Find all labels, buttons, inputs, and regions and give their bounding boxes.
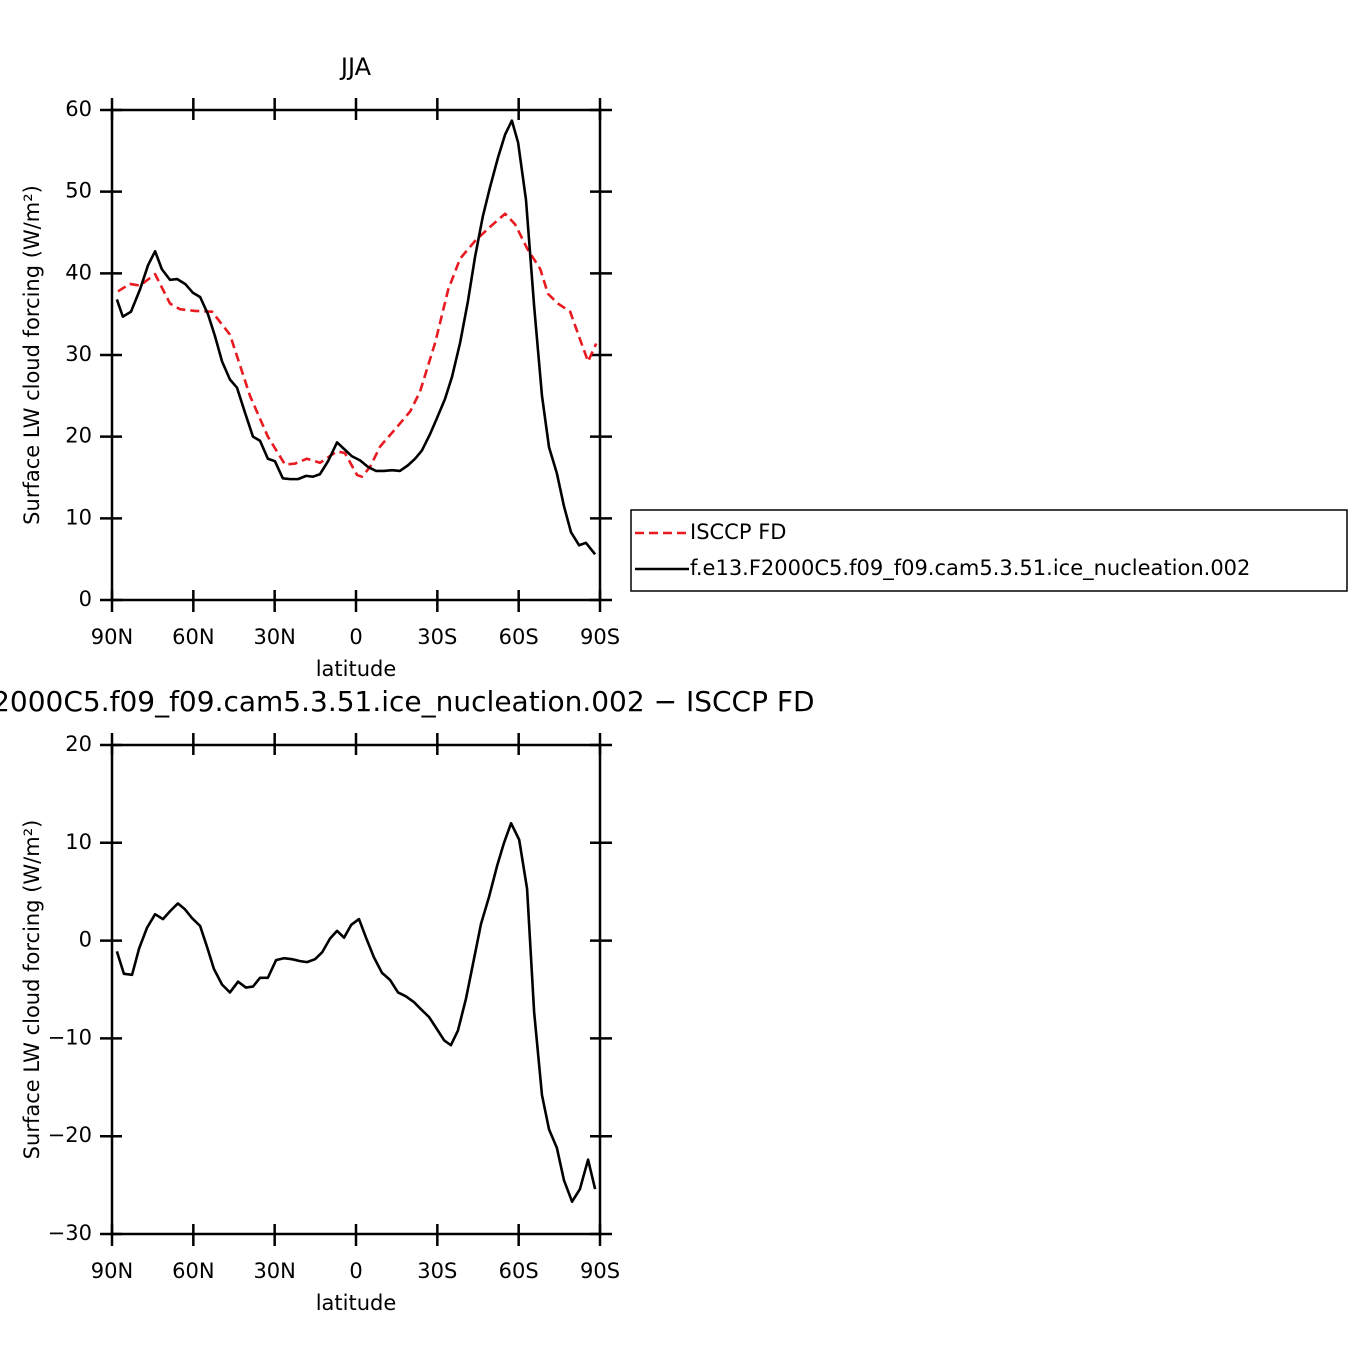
y-tick-label: 60 [65, 97, 92, 121]
y-tick-label: 50 [65, 179, 92, 203]
x-tick-label: 30N [253, 625, 295, 649]
y-tick-label: 20 [65, 424, 92, 448]
x-tick-label: 60N [172, 625, 214, 649]
data-line [115, 821, 597, 1204]
x-tick-label: 30S [417, 625, 457, 649]
y-tick-label: −10 [48, 1025, 92, 1049]
chart-title: JJA [339, 53, 372, 81]
x-tick-label: 90N [91, 1259, 133, 1283]
y-tick-label: −30 [48, 1221, 92, 1245]
x-tick-label: 90S [580, 1259, 620, 1283]
y-tick-label: 30 [65, 342, 92, 366]
x-tick-label: 90N [91, 625, 133, 649]
y-tick-label: 10 [65, 505, 92, 529]
x-axis-label: latitude [316, 1291, 397, 1315]
y-tick-label: 20 [65, 732, 92, 756]
y-tick-label: 0 [79, 928, 92, 952]
x-tick-label: 90S [580, 625, 620, 649]
legend-label: ISCCP FD [690, 520, 786, 544]
plot-frame [110, 743, 602, 1236]
y-axis-label: Surface LW cloud forcing (W/m²) [20, 185, 44, 525]
x-tick-label: 30S [417, 1259, 457, 1283]
legend-label: f.e13.F2000C5.f09_f09.cam5.3.51.ice_nucl… [690, 556, 1250, 581]
y-tick-label: −20 [48, 1123, 92, 1147]
x-tick-label: 60S [499, 1259, 539, 1283]
x-tick-label: 60S [499, 625, 539, 649]
x-tick-label: 30N [253, 1259, 295, 1283]
y-tick-label: 40 [65, 260, 92, 284]
series-line [115, 119, 597, 556]
y-tick-label: 10 [65, 830, 92, 854]
x-tick-label: 0 [349, 625, 362, 649]
x-tick-label: 60N [172, 1259, 214, 1283]
y-axis-label: Surface LW cloud forcing (W/m²) [20, 820, 44, 1160]
series-line [117, 212, 598, 478]
x-axis-label: latitude [316, 657, 397, 681]
legend-box [630, 509, 1348, 592]
plot-frame [110, 108, 602, 602]
y-tick-label: 0 [79, 587, 92, 611]
x-tick-label: 0 [349, 1259, 362, 1283]
chart-title: f.e13.F2000C5.f09_f09.cam5.3.51.ice_nucl… [0, 685, 815, 718]
